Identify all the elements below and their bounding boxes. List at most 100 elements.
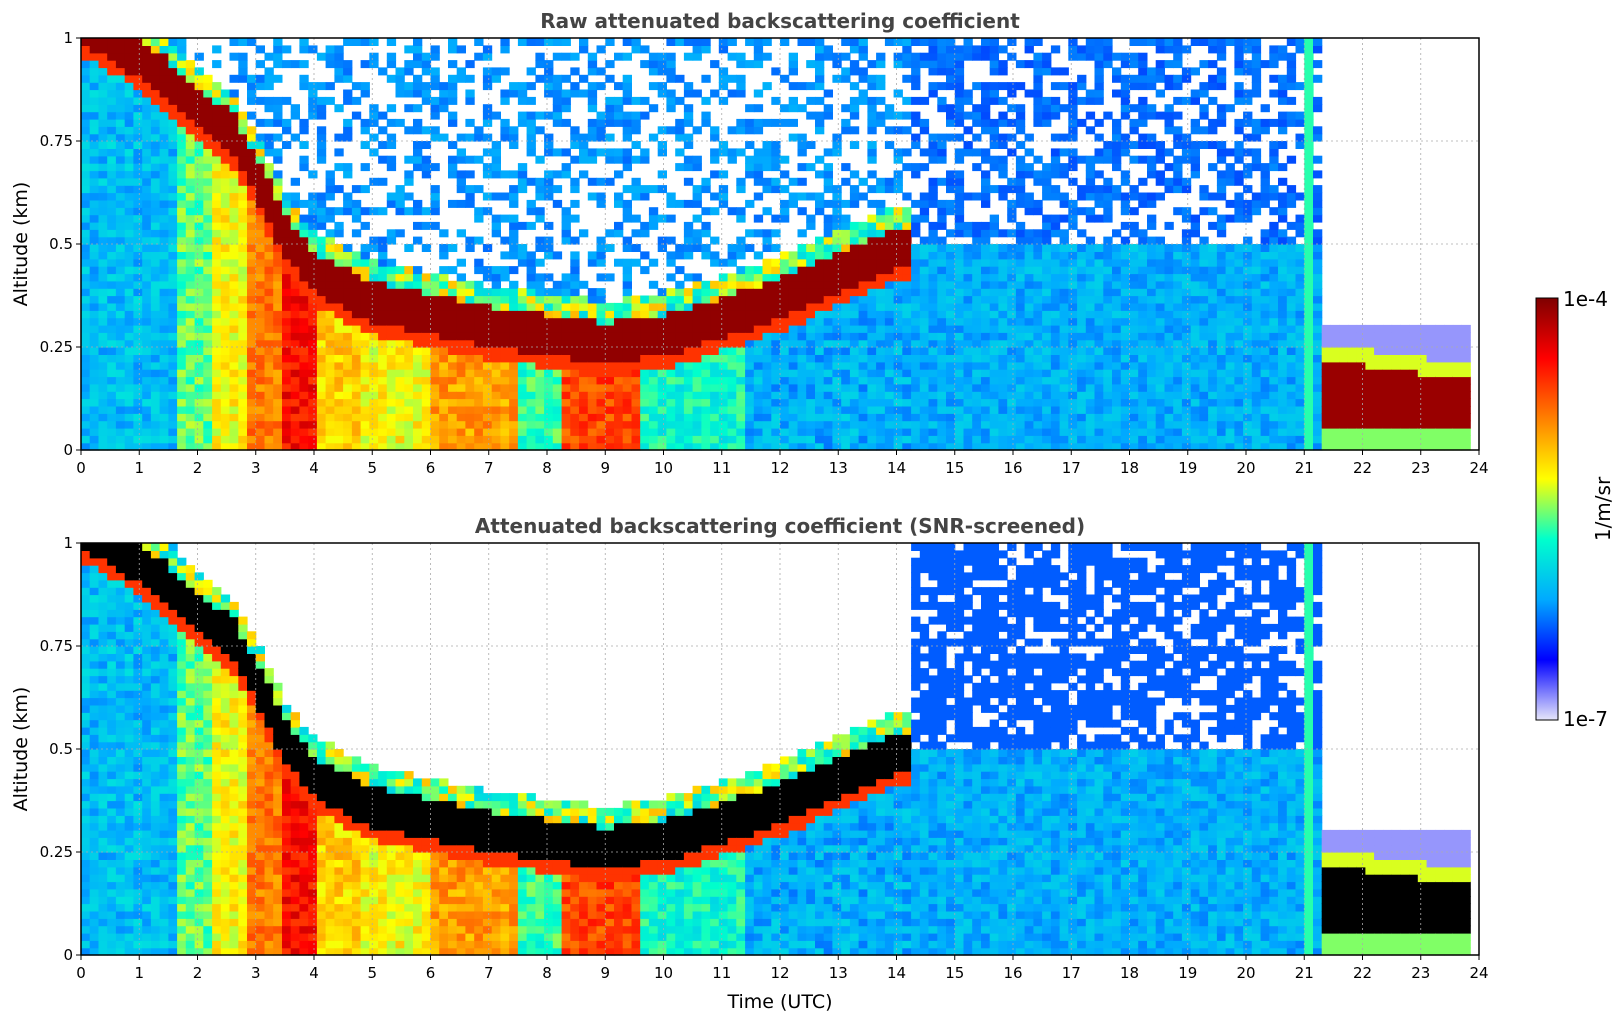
heatmap-cell <box>727 280 737 289</box>
heatmap-cell <box>1085 163 1096 172</box>
heatmap-cell <box>159 369 169 378</box>
heatmap-cell <box>456 383 466 392</box>
heatmap-cell <box>587 317 598 326</box>
heatmap-cell <box>255 177 265 186</box>
heatmap-cell <box>465 383 475 392</box>
heatmap-cell <box>360 361 370 370</box>
heatmap-cell <box>666 405 676 414</box>
heatmap-cell <box>238 38 248 46</box>
heatmap-cell <box>1068 155 1078 164</box>
heatmap-cell <box>334 376 344 385</box>
heatmap-cell <box>1042 332 1052 341</box>
heatmap-cell <box>884 427 895 436</box>
heatmap-cell <box>1042 67 1052 76</box>
heatmap-cell <box>867 369 877 378</box>
heatmap-cell <box>710 170 720 179</box>
heatmap-cell <box>351 339 362 348</box>
heatmap-cell <box>526 67 536 76</box>
heatmap-cell <box>710 427 720 436</box>
heatmap-cell <box>1007 435 1017 444</box>
heatmap-cell <box>780 266 790 275</box>
heatmap-cell <box>142 67 152 76</box>
heatmap-cell <box>1050 295 1061 304</box>
heatmap-cell <box>1050 163 1061 172</box>
heatmap-cell <box>1033 89 1043 98</box>
heatmap-cell <box>797 391 807 400</box>
heatmap-cell <box>570 185 580 194</box>
heatmap-cell <box>194 405 204 414</box>
heatmap-cell <box>666 60 676 69</box>
heatmap-cell <box>386 133 397 142</box>
heatmap-cell <box>334 442 344 451</box>
heatmap-cell <box>823 111 833 120</box>
heatmap-cell <box>378 369 388 378</box>
heatmap-cell <box>177 302 187 311</box>
heatmap-cell <box>596 199 606 208</box>
heatmap-cell <box>212 111 222 120</box>
heatmap-cell <box>482 398 493 407</box>
heatmap-cell <box>290 369 300 378</box>
heatmap-cell <box>675 442 685 451</box>
heatmap-cell <box>247 141 257 149</box>
heatmap-cell <box>273 302 283 311</box>
heatmap-cell <box>614 221 624 230</box>
heatmap-cell <box>89 141 99 149</box>
heatmap-cell <box>753 118 764 127</box>
heatmap-cell <box>273 199 283 208</box>
heatmap-cell <box>771 155 781 164</box>
heatmap-cell <box>954 96 965 105</box>
heatmap-cell <box>150 302 161 311</box>
heatmap-cell <box>185 398 196 407</box>
heatmap-cell <box>500 273 510 282</box>
heatmap-cell <box>815 236 825 245</box>
heatmap-cell <box>308 229 318 238</box>
heatmap-cell <box>544 361 554 370</box>
heatmap-cell <box>177 236 187 245</box>
heatmap-cell <box>351 442 362 451</box>
heatmap-cell <box>203 442 213 451</box>
heatmap-cell <box>482 391 493 400</box>
heatmap-cell <box>299 82 309 91</box>
heatmap-cell <box>430 347 440 355</box>
heatmap-cell <box>605 38 615 46</box>
heatmap-cell <box>465 302 475 311</box>
heatmap-cell <box>255 74 265 83</box>
heatmap-cell <box>544 369 554 378</box>
heatmap-cell <box>203 141 213 149</box>
heatmap-cell <box>264 317 274 326</box>
heatmap-cell <box>509 244 519 252</box>
heatmap-cell <box>596 383 606 392</box>
heatmap-cell <box>264 405 274 414</box>
heatmap-cell <box>264 170 274 179</box>
heatmap-cell <box>946 347 956 355</box>
heatmap-cell <box>430 317 440 326</box>
heatmap-cell <box>386 369 397 378</box>
heatmap-cell <box>797 427 807 436</box>
heatmap-cell <box>587 192 598 201</box>
heatmap-cell <box>1059 295 1069 304</box>
heatmap-cell <box>491 317 501 326</box>
heatmap-cell <box>203 398 213 407</box>
heatmap-cell <box>282 383 292 392</box>
heatmap-cell <box>718 96 729 105</box>
heatmap-cell <box>780 413 790 422</box>
heatmap-cell <box>229 199 239 208</box>
heatmap-cell <box>509 435 519 444</box>
heatmap-cell <box>465 89 475 98</box>
heatmap-cell <box>832 192 842 201</box>
heatmap-cell <box>299 199 309 208</box>
heatmap-cell <box>1085 96 1096 105</box>
heatmap-cell <box>107 427 117 436</box>
heatmap-cell <box>98 45 108 54</box>
heatmap-cell <box>247 251 257 260</box>
heatmap-cell <box>727 38 737 46</box>
heatmap-cell <box>919 148 930 157</box>
heatmap-cell <box>780 376 790 385</box>
heatmap-cell <box>255 295 265 304</box>
heatmap-cell <box>369 369 379 378</box>
heatmap-cell <box>369 435 379 444</box>
heatmap-cell <box>867 295 877 304</box>
heatmap-cell <box>596 420 606 429</box>
heatmap-cell <box>989 185 999 194</box>
heatmap-cell <box>299 391 309 400</box>
